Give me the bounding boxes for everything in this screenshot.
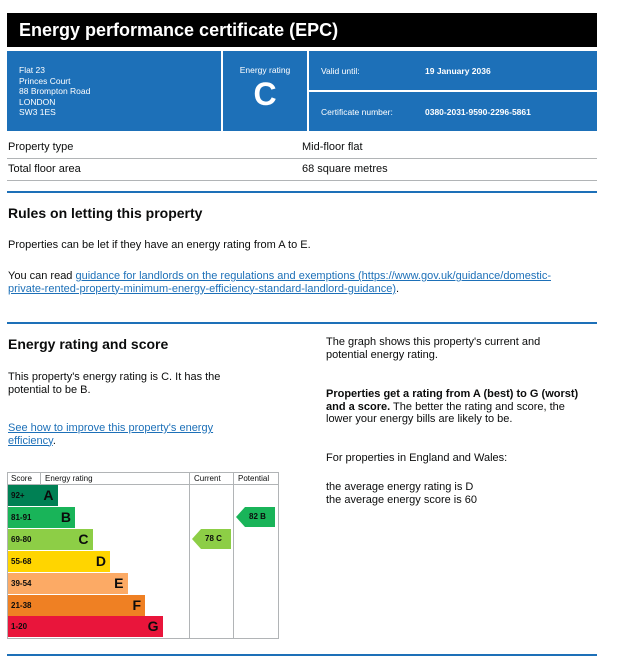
property-value: 68 square metres <box>302 163 388 175</box>
rating-explanation-normal: The better the rating and score, the <box>390 400 565 413</box>
score-summary-line: This property's energy rating is C. It h… <box>8 371 221 383</box>
chart-header-rule <box>8 484 278 485</box>
address-line: Flat 23 <box>19 65 45 75</box>
improve-efficiency-link[interactable]: See how to improve this property's energ… <box>8 422 214 434</box>
valid-until-label: Valid until: <box>321 66 360 76</box>
certificate-number-value: 0380-2031-9590-2296-5861 <box>425 107 531 117</box>
certificate-header: Flat 23 Princes Court 88 Brompton Road L… <box>7 51 597 131</box>
graph-description-line: The graph shows this property's current … <box>326 336 541 348</box>
energy-rating-chart: Score Energy rating Current Potential 92… <box>7 472 279 639</box>
improve-suffix: . <box>52 434 56 447</box>
rating-band-f: 21-38 F <box>8 594 145 616</box>
graph-description-line: potential energy rating. <box>326 348 438 361</box>
current-rating-marker: 78 C <box>192 529 231 550</box>
improve-paragraph: See how to improve this property's energ… <box>8 422 213 447</box>
rating-band-d: 55-68 D <box>8 550 110 572</box>
rating-explanation-bold-2: and a score. <box>326 400 391 413</box>
band-range: 69-80 <box>11 534 32 544</box>
chart-divider <box>233 473 234 638</box>
rating-band-b: 81-91 B <box>8 506 75 528</box>
certificate-number-box: Certificate number: 0380-2031-9590-2296-… <box>309 92 597 131</box>
rating-band-e: 39-54 E <box>8 572 128 594</box>
valid-until-value: 19 January 2036 <box>425 66 491 76</box>
property-row: Total floor area 68 square metres <box>7 159 597 181</box>
band-range: 1-20 <box>11 622 28 632</box>
band-range: 92+ <box>11 491 25 500</box>
guidance-prefix: You can read <box>8 270 76 282</box>
property-table: Property type Mid-floor flat Total floor… <box>7 137 597 181</box>
band-letter: D <box>95 552 106 569</box>
band-range: 39-54 <box>11 578 32 588</box>
chart-header-potential: Potential <box>238 474 270 483</box>
score-heading: Energy rating and score <box>8 336 169 352</box>
landlord-guidance-link[interactable]: guidance for landlords on the regulation… <box>75 270 551 282</box>
rules-paragraph: Properties can be let if they have an en… <box>8 239 311 251</box>
energy-rating-letter: C <box>253 76 277 112</box>
landlord-guidance-link-cont[interactable]: private-rented-property-minimum-energy-e… <box>8 282 397 295</box>
band-letter: F <box>132 596 141 613</box>
energy-rating-label: Energy rating <box>239 65 291 75</box>
rating-band-a: 92+ A <box>8 485 58 506</box>
chart-header-current: Current <box>194 474 221 483</box>
rating-explanation-bold: Properties get a rating from A (best) to… <box>326 388 579 400</box>
chart-divider <box>40 473 41 484</box>
address-line: Princes Court <box>19 75 71 86</box>
rating-band-c: 69-80 C <box>8 528 93 550</box>
potential-rating-marker-label: 82 B <box>249 512 266 522</box>
valid-until-box: Valid until: 19 January 2036 <box>309 51 597 90</box>
potential-rating-marker: 82 B <box>236 507 275 528</box>
page-title: Energy performance certificate (EPC) <box>7 13 597 47</box>
guidance-suffix: . <box>396 282 400 295</box>
improve-efficiency-link-cont[interactable]: efficiency <box>8 434 53 447</box>
band-letter: G <box>147 618 159 635</box>
band-letter: E <box>114 574 124 591</box>
rating-explanation: Properties get a rating from A (best) to… <box>326 388 578 426</box>
band-range: 81-91 <box>11 512 32 522</box>
band-letter: A <box>43 487 54 503</box>
property-key: Total floor area <box>8 163 81 175</box>
address-block: Flat 23 Princes Court 88 Brompton Road L… <box>7 51 221 131</box>
band-range: 21-38 <box>11 600 32 610</box>
chart-header-score: Score <box>11 474 32 483</box>
averages: the average energy rating is D the avera… <box>326 481 477 506</box>
band-letter: B <box>60 508 71 525</box>
address-line: LONDON <box>19 96 56 107</box>
rules-heading: Rules on letting this property <box>8 205 203 221</box>
band-letter: C <box>78 530 89 547</box>
property-row: Property type Mid-floor flat <box>7 137 597 159</box>
rating-band-g: 1-20 G <box>8 616 163 638</box>
score-summary: This property's energy rating is C. It h… <box>8 371 220 396</box>
section-divider <box>7 191 597 193</box>
average-rating: the average energy rating is D <box>326 481 474 493</box>
address-line: 88 Brompton Road <box>19 86 91 96</box>
band-range: 55-68 <box>11 556 32 566</box>
certificate-number-label: Certificate number: <box>321 107 393 117</box>
graph-description: The graph shows this property's current … <box>326 336 540 361</box>
chart-header-rating: Energy rating <box>45 474 93 483</box>
rating-explanation-line: lower your energy bills are likely to be… <box>326 413 513 425</box>
section-divider <box>7 322 597 324</box>
energy-rating-box: Energy rating C <box>223 51 307 131</box>
score-summary-line: potential to be B. <box>8 383 91 396</box>
property-value: Mid-floor flat <box>302 141 363 153</box>
section-divider <box>7 654 597 656</box>
rules-guidance-paragraph: You can read guidance for landlords on t… <box>8 270 593 295</box>
property-key: Property type <box>8 141 74 153</box>
england-wales-label: For properties in England and Wales: <box>326 452 508 464</box>
average-score: the average energy score is 60 <box>326 493 478 506</box>
rating-explanation-line: and a score. The better the rating and s… <box>326 401 578 414</box>
address-line: SW3 1ES <box>19 107 56 117</box>
current-rating-marker-label: 78 C <box>205 534 222 544</box>
chart-divider <box>189 473 190 638</box>
